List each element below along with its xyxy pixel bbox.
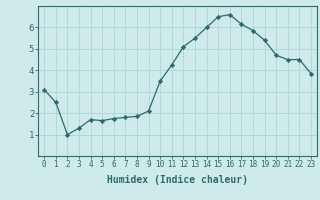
X-axis label: Humidex (Indice chaleur): Humidex (Indice chaleur) xyxy=(107,175,248,185)
